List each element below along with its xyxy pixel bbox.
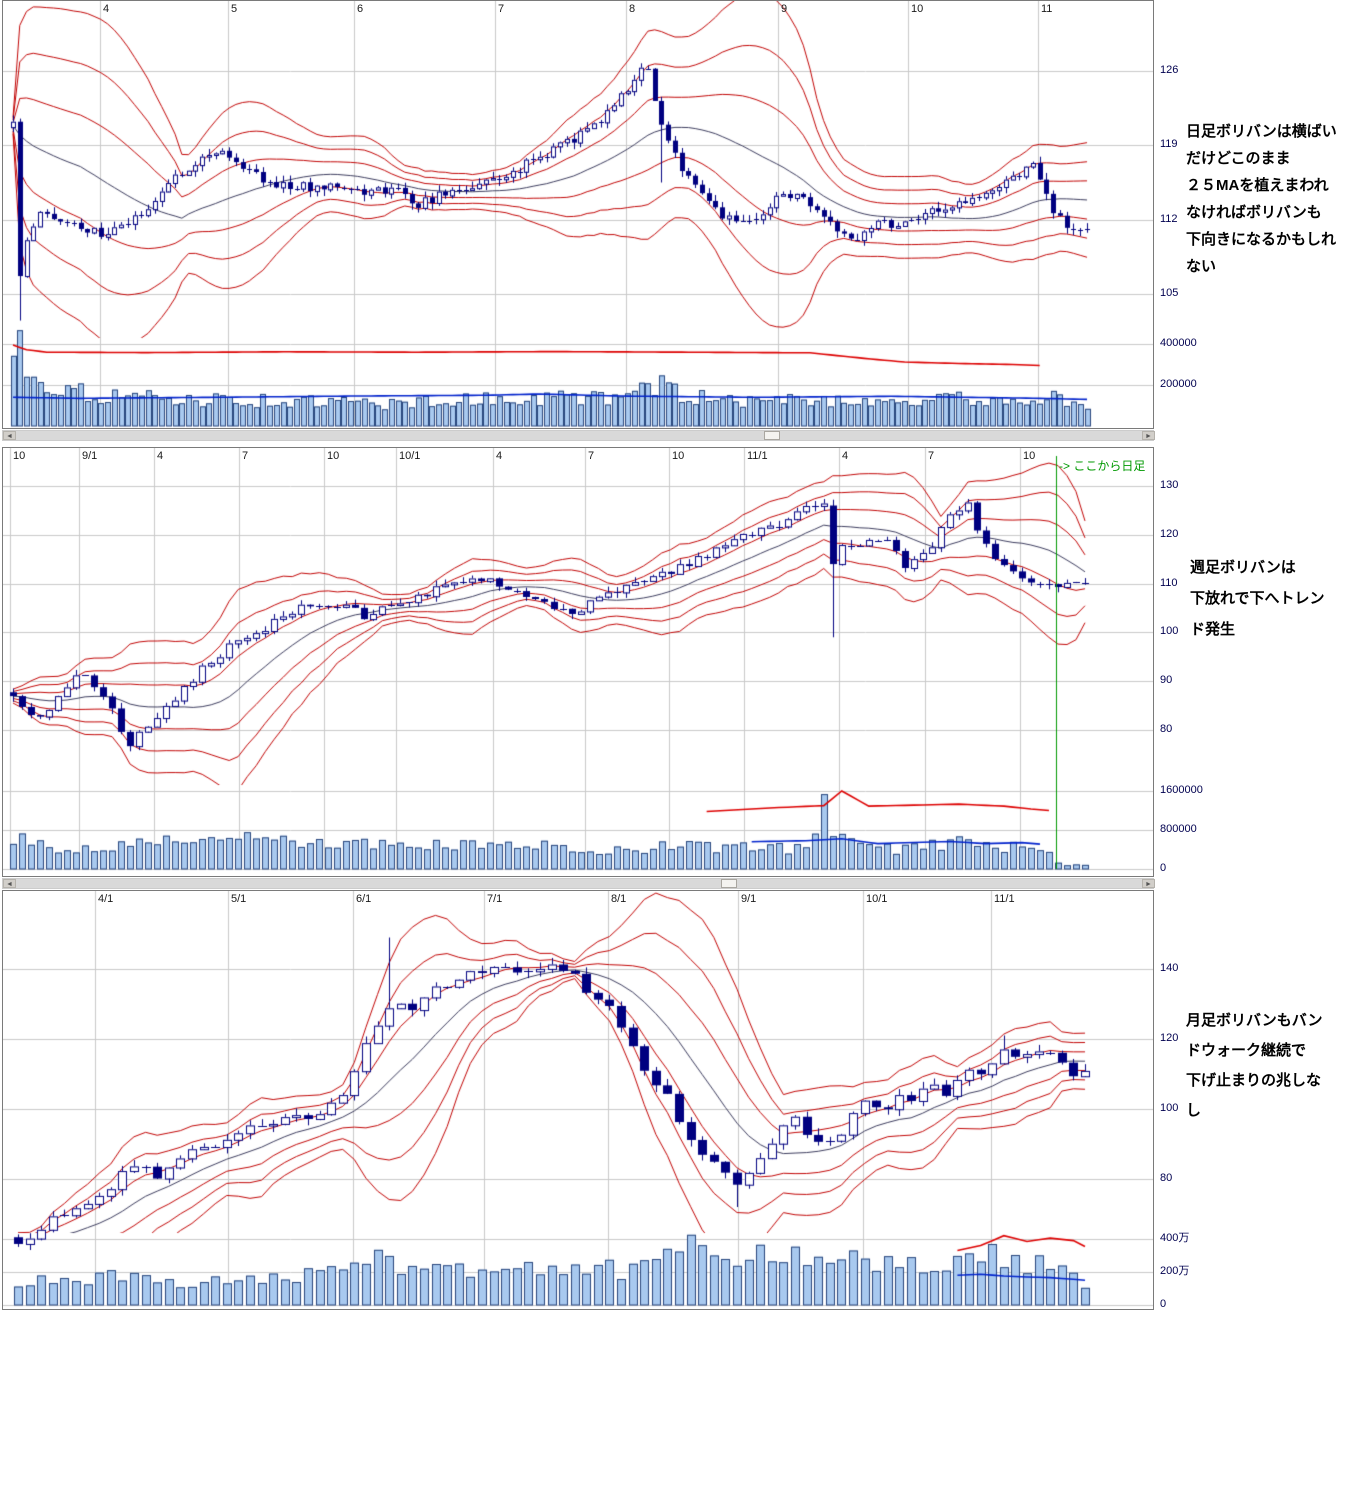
daily-chart-canvas	[3, 1, 1153, 428]
monthly-chart-box	[2, 890, 1154, 1310]
monthly-annotation: 月足ボリバンもバン ドウォーク継続で 下げ止まりの兆しな し	[1186, 1012, 1323, 1119]
x-axis-label: 10/1	[399, 450, 421, 462]
y-axis-label: 100	[1160, 625, 1179, 637]
scroll-left-icon[interactable]: ◄	[3, 879, 16, 888]
y-axis-label: 119	[1160, 138, 1178, 150]
x-axis-label: 9/1	[82, 450, 98, 462]
x-axis-label: 10	[911, 3, 924, 15]
x-axis-label: 8	[629, 3, 636, 15]
x-axis-label: 11	[1041, 3, 1053, 15]
y-axis-label: 120	[1160, 1032, 1179, 1044]
scroll-right-icon[interactable]: ►	[1142, 431, 1155, 440]
x-axis-label: 4	[842, 450, 849, 462]
volume-axis-label: 800000	[1160, 823, 1197, 835]
y-axis-label: 110	[1160, 577, 1178, 589]
weekly-annotation: 週足ボリバンは 下放れで下へトレン ド発生	[1190, 559, 1325, 638]
volume-axis-label: 1600000	[1160, 784, 1203, 796]
x-axis-label: 4	[103, 3, 110, 15]
x-axis-label: 4/1	[98, 893, 114, 905]
x-axis-label: 6/1	[356, 893, 372, 905]
y-axis-label: 100	[1160, 1102, 1179, 1114]
daily-scrollbar-thumb[interactable]	[764, 431, 780, 440]
x-axis-label: 7	[498, 3, 505, 15]
y-axis-label: 112	[1160, 213, 1178, 225]
y-axis-label: 80	[1160, 723, 1173, 735]
weekly-scrollbar-thumb[interactable]	[721, 879, 737, 888]
scroll-left-icon[interactable]: ◄	[3, 431, 16, 440]
weekly-scrollbar[interactable]: ◄ ►	[2, 878, 1155, 889]
x-axis-label: 10	[672, 450, 685, 462]
y-axis-label: 140	[1160, 962, 1179, 974]
x-axis-label: 10	[13, 450, 26, 462]
daily-scrollbar[interactable]: ◄ ►	[2, 430, 1155, 441]
x-axis-label: 9	[781, 3, 788, 15]
volume-axis-label: 400万	[1160, 1232, 1190, 1244]
y-axis-label: 105	[1160, 287, 1179, 299]
x-axis-label: 7	[242, 450, 249, 462]
x-axis-label: 4	[157, 450, 164, 462]
y-axis-label: 90	[1160, 674, 1173, 686]
x-axis-label: 10	[1023, 450, 1036, 462]
daily-start-marker-label: -> ここから日足	[1059, 459, 1146, 473]
volume-axis-label: 200000	[1160, 378, 1197, 390]
x-axis-label: 11/1	[747, 450, 768, 462]
x-axis-label: 7	[928, 450, 935, 462]
x-axis-label: 10	[327, 450, 340, 462]
monthly-chart-canvas	[3, 891, 1153, 1309]
x-axis-label: 10/1	[866, 893, 888, 905]
x-axis-label: 4	[496, 450, 503, 462]
y-axis-label: 120	[1160, 528, 1179, 540]
volume-axis-label: 200万	[1160, 1265, 1190, 1277]
volume-axis-label: 0	[1160, 862, 1167, 874]
scroll-right-icon[interactable]: ►	[1142, 879, 1155, 888]
x-axis-label: 7	[588, 450, 595, 462]
x-axis-label: 7/1	[487, 893, 503, 905]
y-axis-label: 80	[1160, 1172, 1173, 1184]
x-axis-label: 9/1	[741, 893, 757, 905]
x-axis-label: 5/1	[231, 893, 247, 905]
weekly-chart-box	[2, 447, 1154, 877]
volume-axis-label: 0	[1160, 1298, 1167, 1310]
x-axis-label: 11/1	[994, 893, 1015, 905]
x-axis-label: 5	[231, 3, 238, 15]
y-axis-label: 126	[1160, 64, 1179, 76]
x-axis-label: 8/1	[611, 893, 627, 905]
y-axis-label: 130	[1160, 479, 1179, 491]
weekly-chart-canvas	[3, 448, 1153, 876]
daily-annotation: 日足ボリバンは横ばい だけどこのまま ２５MAを植えまわれ なければボリバンも …	[1186, 123, 1337, 275]
x-axis-label: 6	[357, 3, 364, 15]
volume-axis-label: 400000	[1160, 337, 1197, 349]
daily-chart-box	[2, 0, 1154, 429]
